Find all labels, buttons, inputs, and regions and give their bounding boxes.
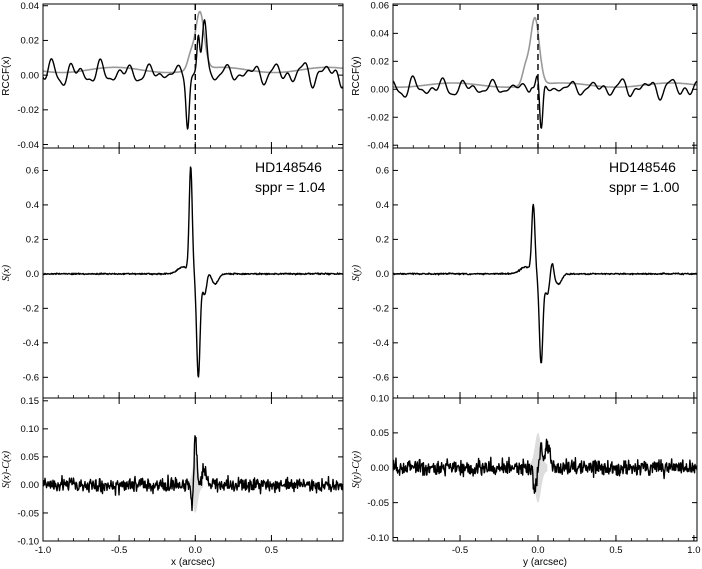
- y-tick-label: 0.04: [371, 29, 390, 40]
- y-tick-label: -0.10: [367, 533, 389, 544]
- star-name-annotation: HD148546: [255, 159, 322, 175]
- y-tick-label: 0.6: [376, 166, 389, 177]
- x-axis-label: y (arcsec): [523, 557, 567, 568]
- y-axis-label: S(y)-C(y): [351, 450, 362, 488]
- x-tick-label: 1.0: [687, 545, 700, 556]
- y-tick-label: 0.04: [21, 1, 40, 12]
- plot-area: [43, 4, 343, 148]
- sppr-annotation: sppr = 1.04: [255, 179, 326, 195]
- y-axis-label: S(x): [1, 264, 12, 281]
- series-line-gray-rccf: [43, 10, 343, 74]
- uncertainty-band: [187, 456, 203, 513]
- y-tick-label: 0.02: [371, 57, 390, 68]
- panel-right-bot: -0.10 -0.05 0.00 0.05 0.10 -0.5 0.0 0.5 1.0 S(y)-…: [351, 393, 700, 568]
- y-tick-label: -0.4: [23, 338, 39, 349]
- y-tick-label: 0.6: [26, 166, 39, 177]
- series-line-black-rccf: [43, 19, 343, 130]
- y-tick-label: 0.10: [21, 424, 40, 435]
- y-tick-label: 0.05: [21, 452, 40, 463]
- plot-area: [393, 203, 697, 364]
- y-tick-label: 0.2: [376, 235, 389, 246]
- panel-frame: [392, 3, 698, 149]
- series-line-gray-rccf: [393, 16, 697, 88]
- y-tick-label: 0.2: [26, 235, 39, 246]
- y-tick-label: -0.05: [367, 498, 389, 509]
- y-axis-label: RCCF(x): [1, 56, 12, 95]
- x-axis-label: x (arcsec): [171, 557, 215, 568]
- panel-right-top: -0.04 -0.02 0.00 0.02 0.04 0.06 RCCF(y): [351, 1, 698, 152]
- plot-area: [43, 435, 343, 513]
- y-tick-label: -0.4: [373, 338, 389, 349]
- panel-left-top: -0.04 -0.02 0.00 0.02 0.04 RCCF(x): [1, 1, 344, 151]
- sppr-annotation: sppr = 1.00: [609, 179, 680, 195]
- y-axis-label: S(x)-C(x): [1, 450, 12, 488]
- x-tick-label: -0.5: [111, 545, 127, 556]
- y-tick-label: 0.00: [371, 463, 390, 474]
- y-tick-label: 0.15: [21, 396, 40, 407]
- plot-area: [393, 4, 697, 148]
- y-axis-label: S(y): [351, 264, 362, 281]
- panel-left-mid: -0.6 -0.4 -0.2 0.0 0.2 0.4 0.6 S(x) HD148546 sppr…: [1, 147, 344, 399]
- series-line-signature: [43, 166, 343, 378]
- x-tick-label: 0.0: [189, 545, 202, 556]
- y-tick-label: -0.6: [23, 373, 39, 384]
- y-tick-label: -0.10: [17, 536, 39, 547]
- series-line-signature: [393, 203, 697, 364]
- y-tick-label: -0.02: [367, 113, 389, 124]
- y-tick-label: 0.10: [371, 393, 390, 404]
- y-tick-label: 0.4: [26, 200, 39, 211]
- panel-frame: [42, 397, 344, 542]
- x-tick-label: 0.0: [531, 545, 544, 556]
- y-tick-label: -0.04: [367, 141, 389, 152]
- y-tick-label: -0.05: [17, 508, 39, 519]
- x-tick-label: 0.5: [265, 545, 278, 556]
- y-tick-label: 0.0: [26, 269, 39, 280]
- series-line-residual: [43, 435, 343, 512]
- series-line-black-rccf: [393, 75, 697, 129]
- y-tick-label: 0.4: [376, 200, 389, 211]
- y-tick-label: -0.2: [23, 304, 39, 315]
- y-tick-label: 0.0: [376, 269, 389, 280]
- panel-left-bot: -0.10 -0.05 0.00 0.05 0.10 0.15 -1.0 -0.5 0.0 0.5…: [1, 396, 344, 568]
- y-tick-label: 0.00: [21, 70, 40, 81]
- y-tick-label: -0.2: [373, 304, 389, 315]
- y-tick-label: 0.06: [371, 1, 390, 12]
- y-tick-label: 0.05: [371, 428, 390, 439]
- panel-right-mid: -0.6 -0.4 -0.2 0.0 0.2 0.4 0.6 S(y) HD148546 sppr…: [351, 147, 698, 399]
- y-tick-label: 0.00: [21, 480, 40, 491]
- panel-frame: [392, 397, 698, 542]
- x-tick-label: -1.0: [35, 545, 51, 556]
- y-tick-label: -0.02: [17, 105, 39, 116]
- y-tick-label: -0.04: [17, 140, 39, 151]
- series-line-residual: [393, 438, 697, 494]
- x-tick-label: -0.5: [452, 545, 468, 556]
- y-tick-label: 0.00: [371, 85, 390, 96]
- y-tick-label: 0.02: [21, 36, 40, 47]
- y-tick-label: -0.6: [373, 373, 389, 384]
- x-tick-label: 0.5: [609, 545, 622, 556]
- plot-area: [393, 432, 697, 503]
- plot-area: [43, 166, 343, 378]
- y-axis-label: RCCF(y): [351, 56, 362, 95]
- star-name-annotation: HD148546: [609, 159, 676, 175]
